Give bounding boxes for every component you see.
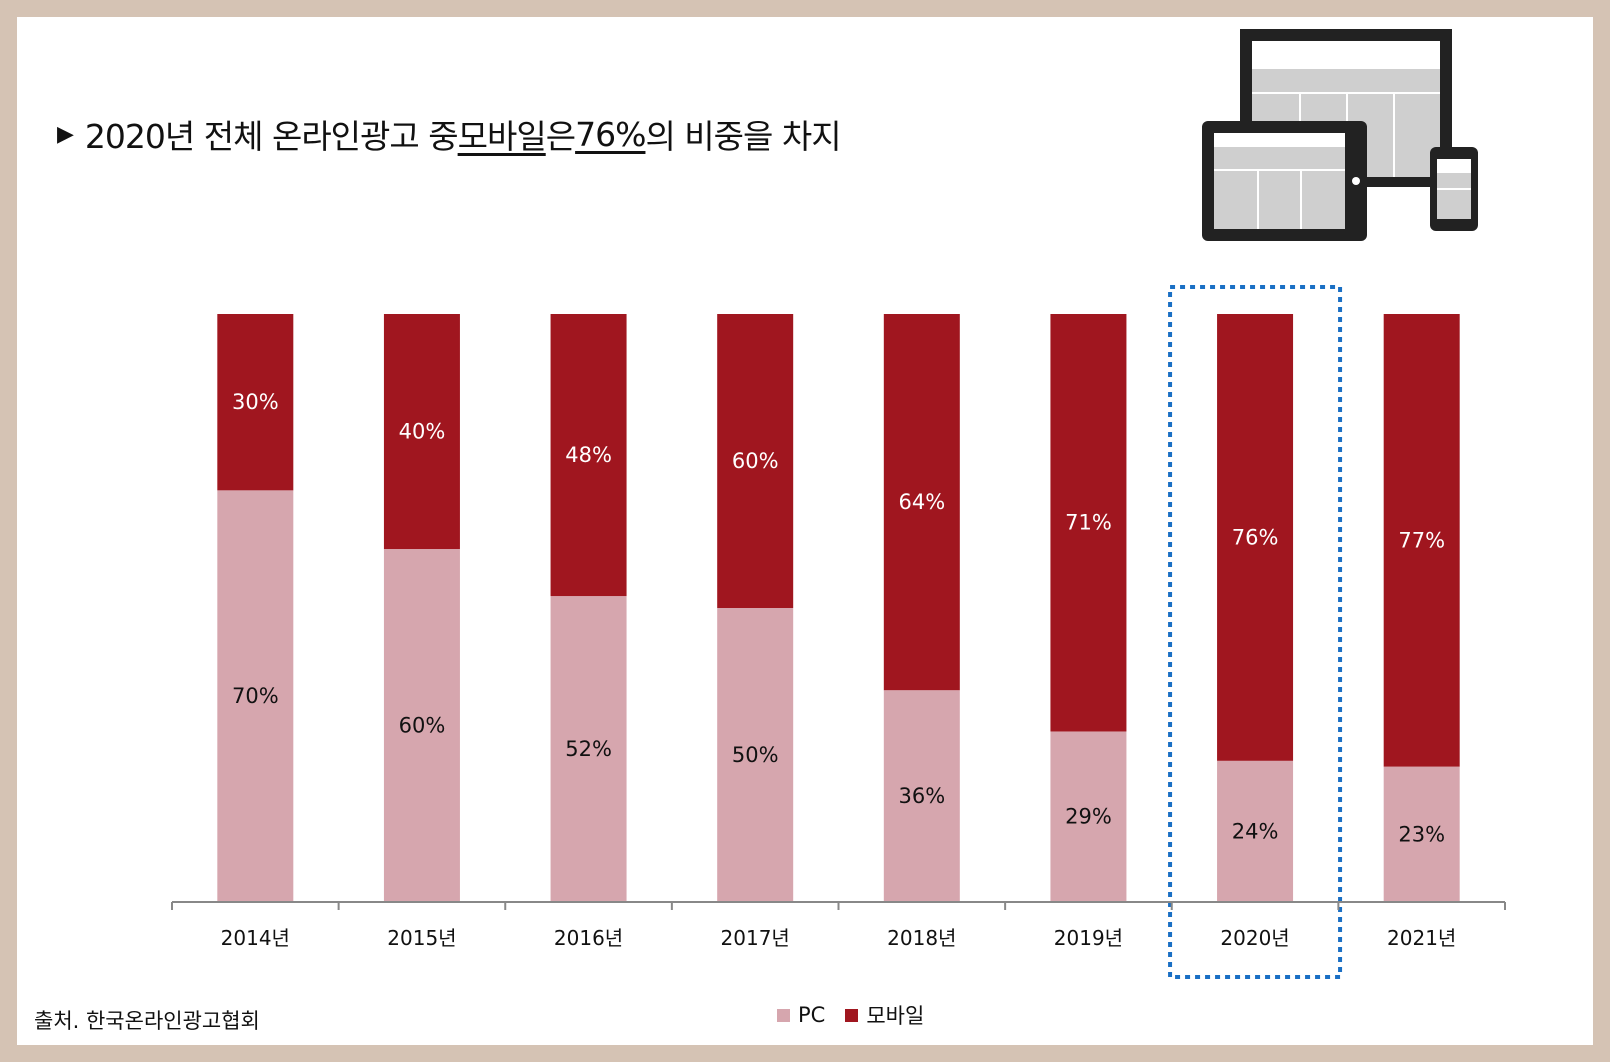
triangle-bullet-icon: ▶ xyxy=(57,121,74,147)
label-mobile-3: 60% xyxy=(732,449,779,473)
label-pc-6: 24% xyxy=(1232,819,1279,843)
headline: ▶ 2020년 전체 온라인광고 중 모바일 은 76% 의 비중을 차지 xyxy=(57,109,842,159)
category-label-7: 2021년 xyxy=(1387,926,1456,950)
bar-pc-7 xyxy=(1383,766,1460,902)
bar-pc-4 xyxy=(883,690,960,902)
label-mobile-6: 76% xyxy=(1232,525,1279,549)
label-pc-2: 52% xyxy=(565,737,612,761)
legend: PC 모바일 xyxy=(777,1000,944,1030)
bar-pc-0 xyxy=(217,490,294,902)
label-pc-1: 60% xyxy=(399,714,446,738)
bar-mobile-1 xyxy=(383,314,460,550)
bar-pc-1 xyxy=(383,549,460,902)
label-mobile-0: 30% xyxy=(232,390,279,414)
label-mobile-5: 71% xyxy=(1065,511,1112,535)
bar-pc-5 xyxy=(1050,731,1127,902)
bar-pc-2 xyxy=(550,596,627,902)
bar-mobile-5 xyxy=(1050,314,1127,732)
legend-item-mobile: 모바일 xyxy=(845,1000,924,1030)
devices-icon xyxy=(1202,29,1478,241)
label-mobile-4: 64% xyxy=(898,490,945,514)
category-label-1: 2015년 xyxy=(387,926,456,950)
legend-swatch-mobile xyxy=(845,1008,859,1022)
label-pc-4: 36% xyxy=(898,784,945,808)
headline-highlight-mobile: 모바일 xyxy=(457,117,547,156)
stacked-bar-chart: 30% 70% 2014년 40% 60% 2015년 48% 52% 2016년 60% 50% 2… xyxy=(171,285,1506,979)
label-pc-7: 23% xyxy=(1398,822,1445,846)
bar-mobile-2 xyxy=(550,314,627,597)
headline-prefix: 2020년 전체 온라인광고 중 xyxy=(84,117,459,156)
label-pc-3: 50% xyxy=(732,743,779,767)
headline-highlight-percent: 76% xyxy=(575,114,646,154)
bar-pc-6 xyxy=(1217,760,1294,902)
highlight-box xyxy=(1168,285,1343,979)
label-pc-5: 29% xyxy=(1065,805,1112,829)
label-mobile-7: 77% xyxy=(1398,528,1445,552)
bar-mobile-7 xyxy=(1383,314,1460,767)
category-label-4: 2018년 xyxy=(887,926,956,950)
legend-label-mobile: 모바일 xyxy=(866,1004,925,1028)
chart-card: ▶ 2020년 전체 온라인광고 중 모바일 은 76% 의 비중을 차지 30… xyxy=(17,17,1593,1045)
category-label-2: 2016년 xyxy=(554,926,623,950)
category-label-0: 2014년 xyxy=(221,926,290,950)
label-mobile-1: 40% xyxy=(399,420,446,444)
bar-mobile-3 xyxy=(717,314,794,608)
bar-mobile-4 xyxy=(883,314,960,691)
bar-mobile-0 xyxy=(217,314,294,491)
headline-middle: 은 xyxy=(545,117,576,156)
category-label-5: 2019년 xyxy=(1054,926,1123,950)
label-pc-0: 70% xyxy=(232,684,279,708)
source-note: 출처. 한국온라인광고협회 xyxy=(34,1009,260,1033)
category-label-3: 2017년 xyxy=(721,926,790,950)
headline-suffix: 의 비중을 차지 xyxy=(645,117,841,156)
legend-swatch-pc xyxy=(777,1008,790,1022)
legend-item-pc: PC xyxy=(777,1003,825,1027)
category-label-6: 2020년 xyxy=(1220,926,1289,950)
bar-mobile-6 xyxy=(1217,314,1294,761)
bar-pc-3 xyxy=(717,608,794,902)
label-mobile-2: 48% xyxy=(565,443,612,467)
legend-label-pc: PC xyxy=(798,1003,826,1027)
